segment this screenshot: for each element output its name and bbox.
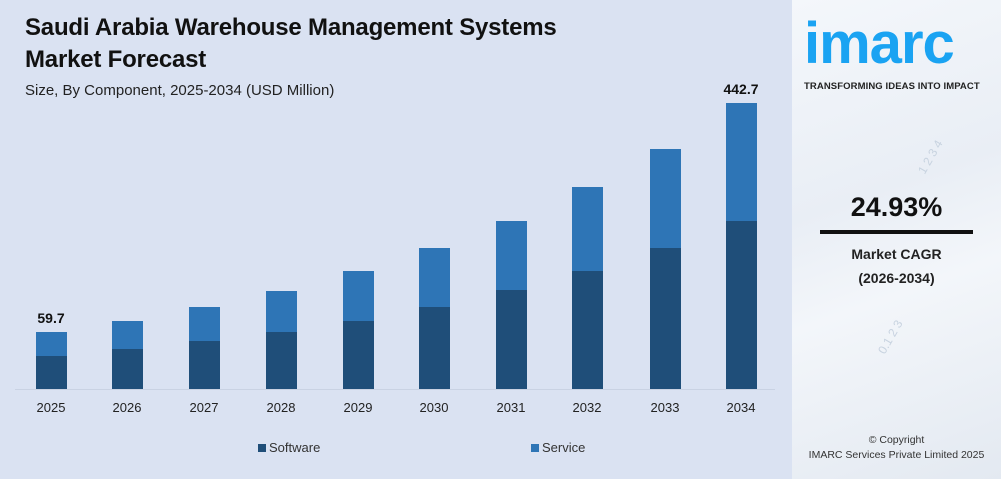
bar-segment-software: [419, 307, 450, 389]
bar-2026: [112, 321, 143, 389]
x-tick-label: 2031: [496, 400, 526, 415]
decor-text: 0.1 2 3: [875, 317, 906, 357]
x-tick-label: 2027: [189, 400, 219, 415]
decor-text: 1 2 3 4: [915, 137, 946, 177]
bar-segment-service: [266, 291, 297, 332]
bar-segment-service: [726, 103, 757, 221]
imarc-logo: imarc: [804, 11, 955, 76]
copyright-company: IMARC Services Private Limited 2025: [808, 449, 985, 461]
x-tick-label: 2033: [650, 400, 680, 415]
software-swatch: [258, 443, 266, 452]
bar-segment-software: [572, 271, 603, 389]
legend-item-service: Service: [531, 440, 585, 455]
bar-2034: [726, 103, 757, 389]
x-tick-label: 2030: [419, 400, 449, 415]
bar-segment-service: [36, 332, 67, 356]
legend-label-software: Software: [269, 440, 321, 455]
bar-segment-service: [496, 221, 527, 290]
x-tick-label: 2025: [36, 400, 66, 415]
chart-panel: Saudi Arabia Warehouse Management System…: [0, 0, 792, 479]
x-tick-label: 2028: [266, 400, 296, 415]
x-tick-label: 2026: [112, 400, 142, 415]
cagr-label: Market CAGR: [851, 246, 942, 262]
bar-segment-software: [36, 356, 67, 389]
data-label: 442.7: [723, 81, 759, 97]
x-tick-label: 2034: [726, 400, 756, 415]
bar-2027: [189, 307, 220, 389]
x-axis-line: [15, 389, 775, 390]
x-tick-label: 2032: [572, 400, 602, 415]
bar-segment-software: [266, 332, 297, 389]
data-label: 59.7: [37, 310, 65, 326]
bar-2025: [36, 332, 67, 389]
cagr-value: 24.93%: [850, 192, 943, 222]
plot-area: 2025 59.7 2026 2027 2028 2029 2030 2031 2032 2033…: [15, 81, 775, 415]
bar-segment-service: [419, 248, 450, 307]
brand-tagline: TRANSFORMING IDEAS INTO IMPACT: [804, 81, 980, 92]
bar-segment-service: [189, 307, 220, 341]
bar-2029: [343, 271, 374, 389]
bar-2028: [266, 291, 297, 389]
chart-title: Saudi Arabia Warehouse Management System…: [25, 12, 557, 76]
cagr-period: (2026-2034): [858, 270, 935, 286]
legend-label-service: Service: [542, 440, 586, 455]
legend-item-software: Software: [258, 440, 320, 455]
bar-segment-software: [189, 341, 220, 389]
bar-segment-service: [343, 271, 374, 321]
bar-segment-software: [112, 349, 143, 389]
bar-2032: [572, 187, 603, 389]
bar-2030: [419, 248, 450, 389]
bar-segment-service: [650, 149, 681, 248]
bar-segment-software: [496, 290, 527, 389]
cagr-divider: [820, 230, 973, 234]
bar-segment-software: [650, 248, 681, 389]
bar-segment-software: [343, 321, 374, 389]
info-panel: 1 2 3 4 0.1 2 3 imarc TRANSFORMING IDEAS…: [792, 0, 1001, 479]
bar-segment-service: [572, 187, 603, 271]
bar-2033: [650, 149, 681, 389]
x-tick-label: 2029: [343, 400, 373, 415]
copyright-label: © Copyright: [868, 434, 925, 446]
service-swatch: [531, 443, 539, 452]
title-line-2: Market Forecast: [25, 46, 207, 73]
bar-segment-service: [112, 321, 143, 349]
title-line-1: Saudi Arabia Warehouse Management System…: [25, 14, 557, 41]
chart-subtitle: Size, By Component, 2025-2034 (USD Milli…: [25, 82, 335, 99]
bar-2031: [496, 221, 527, 389]
bar-segment-software: [726, 221, 757, 389]
